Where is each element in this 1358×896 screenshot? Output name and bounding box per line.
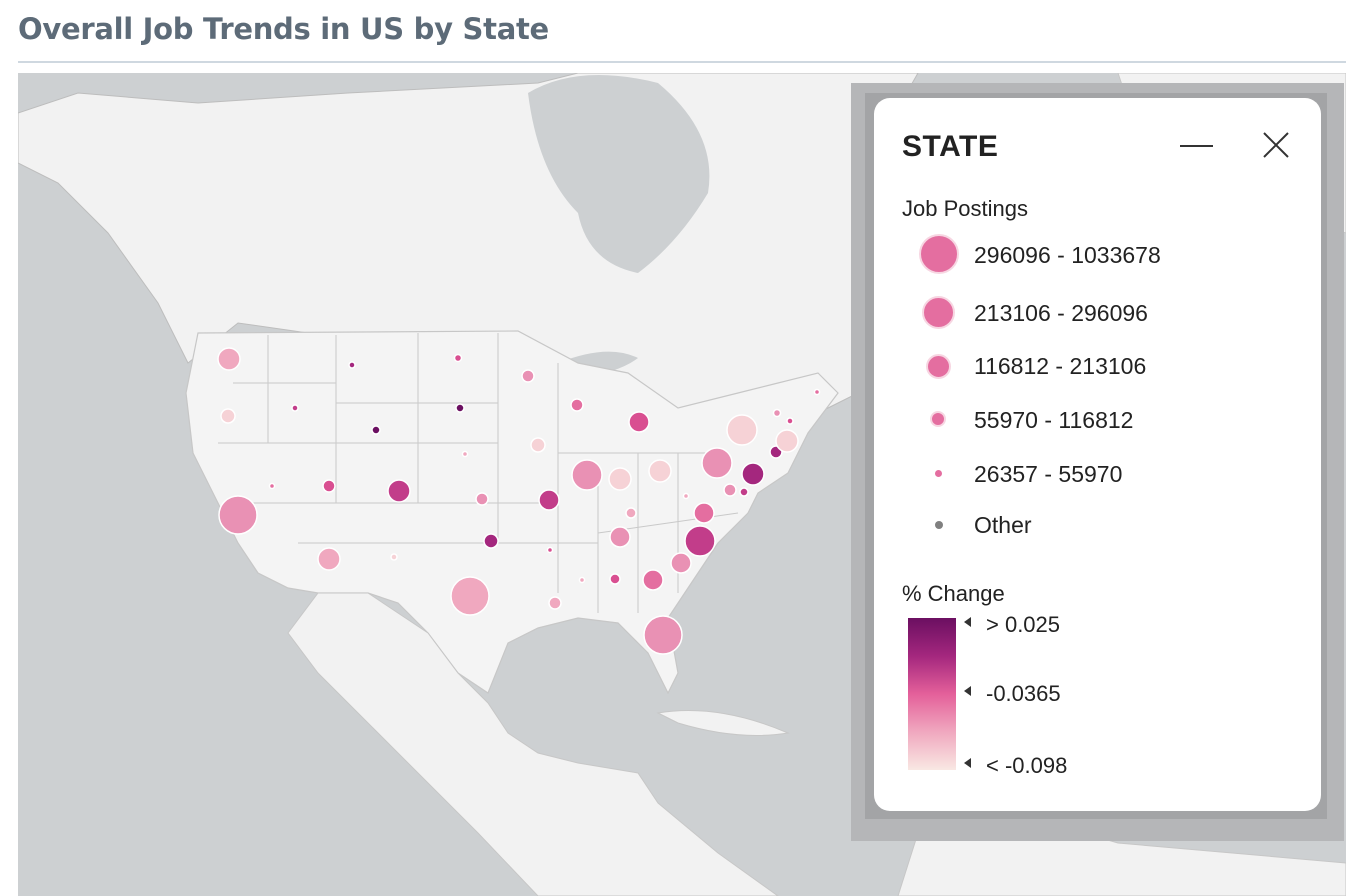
- bubble-ky[interactable]: [625, 507, 637, 519]
- bubble-sd[interactable]: [455, 403, 465, 413]
- size-legend-row: 26357 - 55970: [874, 450, 1321, 500]
- bubble-ne[interactable]: [461, 450, 469, 458]
- legend-panel: STATE Job Postings 296096 - 1033678 2131…: [874, 98, 1321, 811]
- bubble-va[interactable]: [693, 502, 715, 524]
- bubble-ms[interactable]: [578, 576, 586, 584]
- bubble-mn[interactable]: [521, 369, 535, 383]
- hudson-bay: [528, 75, 710, 273]
- color-tick-label: > 0.025: [986, 612, 1061, 637]
- size-range-label: 26357 - 55970: [974, 461, 1123, 487]
- bubble-mi[interactable]: [628, 411, 650, 433]
- other-swatch: [935, 521, 943, 529]
- bubble-co[interactable]: [387, 479, 411, 503]
- tick-marker: [964, 617, 971, 627]
- bubble-ny[interactable]: [726, 414, 758, 446]
- size-legend-row: 296096 - 1033678: [874, 231, 1321, 281]
- color-tick-label: -0.0365: [986, 681, 1061, 706]
- mexico-landmass: [287, 592, 779, 896]
- size-swatch: [930, 411, 946, 427]
- size-legend-row: 213106 - 296096: [874, 288, 1321, 338]
- bubble-ar[interactable]: [546, 546, 554, 554]
- bubble-wa[interactable]: [217, 347, 241, 371]
- size-legend-row: 55970 - 116812: [874, 396, 1321, 446]
- bubble-sc[interactable]: [670, 552, 692, 574]
- size-range-label: 116812 - 213106: [974, 353, 1147, 379]
- bubble-fl[interactable]: [643, 615, 683, 655]
- bubble-tx[interactable]: [450, 576, 490, 616]
- bubble-oh[interactable]: [648, 459, 672, 483]
- bubble-nv[interactable]: [268, 482, 276, 490]
- minimize-button[interactable]: [1174, 128, 1218, 164]
- bubble-al[interactable]: [609, 573, 621, 585]
- size-legend-row: Other: [874, 502, 1321, 552]
- size-swatch: [922, 296, 955, 329]
- bubble-la[interactable]: [548, 596, 562, 610]
- bubble-pa[interactable]: [701, 447, 733, 479]
- bubble-id[interactable]: [291, 404, 299, 412]
- bubble-ok[interactable]: [483, 533, 499, 549]
- size-range-label: Other: [974, 512, 1032, 538]
- size-swatch: [935, 470, 942, 477]
- bubble-nc[interactable]: [684, 525, 716, 557]
- state-borders: [218, 333, 739, 613]
- title-divider: [18, 61, 1346, 63]
- bubble-wi[interactable]: [570, 398, 584, 412]
- size-range-label: 213106 - 296096: [974, 300, 1148, 326]
- bubble-nd[interactable]: [453, 353, 463, 363]
- color-ramp: [908, 618, 956, 770]
- bubble-ma[interactable]: [775, 429, 799, 453]
- bubble-mt[interactable]: [348, 361, 356, 369]
- bubble-me[interactable]: [813, 388, 821, 396]
- state-bubbles: [217, 347, 821, 655]
- bubble-or[interactable]: [220, 408, 236, 424]
- bubble-ca[interactable]: [218, 495, 258, 535]
- bubble-ga[interactable]: [642, 569, 664, 591]
- bubble-ia[interactable]: [530, 437, 546, 453]
- bubble-ut[interactable]: [322, 479, 336, 493]
- bubble-mo[interactable]: [538, 489, 560, 511]
- size-range-label: 296096 - 1033678: [974, 242, 1161, 268]
- size-legend-row: 116812 - 213106: [874, 343, 1321, 393]
- size-swatch: [926, 354, 951, 379]
- bubble-nh[interactable]: [786, 417, 794, 425]
- tick-marker: [964, 686, 971, 696]
- bubble-wv[interactable]: [682, 492, 690, 500]
- bubble-nm[interactable]: [390, 553, 398, 561]
- size-swatch: [919, 234, 959, 274]
- page-title: Overall Job Trends in US by State: [18, 12, 549, 46]
- cuba: [656, 710, 790, 736]
- bubble-md[interactable]: [723, 483, 737, 497]
- size-legend-label: Job Postings: [902, 196, 1028, 221]
- us-mainland: [185, 330, 839, 695]
- size-range-label: 55970 - 116812: [974, 407, 1134, 433]
- bubble-il[interactable]: [571, 459, 603, 491]
- color-tick-label: < -0.098: [986, 753, 1068, 778]
- tick-marker: [964, 758, 971, 768]
- bubble-vt[interactable]: [772, 408, 782, 418]
- bubble-tn[interactable]: [609, 526, 631, 548]
- legend-title: STATE: [902, 130, 999, 163]
- bubble-ks[interactable]: [475, 492, 489, 506]
- close-button[interactable]: [1256, 128, 1296, 164]
- bubble-wy[interactable]: [371, 425, 381, 435]
- color-legend-label: % Change: [902, 581, 1005, 606]
- bubble-in[interactable]: [608, 467, 632, 491]
- canada-landmass: [18, 73, 1029, 444]
- bubble-de[interactable]: [739, 487, 749, 497]
- close-icon: [1263, 132, 1289, 158]
- bubble-nj[interactable]: [741, 462, 765, 486]
- bubble-az[interactable]: [317, 547, 341, 571]
